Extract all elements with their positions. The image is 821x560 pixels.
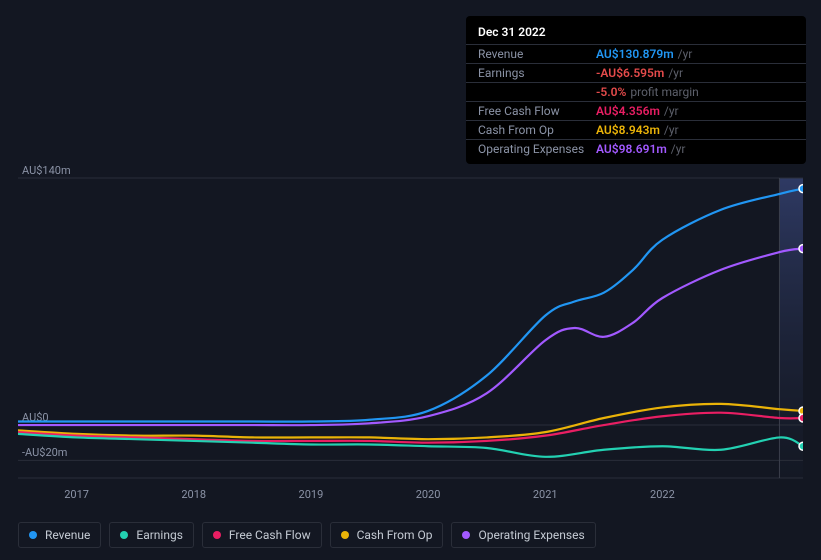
legend-item-revenue[interactable]: Revenue <box>18 522 101 548</box>
tooltip-date: Dec 31 2022 <box>466 22 806 44</box>
tooltip-label: Free Cash Flow <box>478 104 596 118</box>
tooltip-value: -5.0% <box>596 85 626 99</box>
tooltip-label <box>478 85 596 99</box>
tooltip-label: Operating Expenses <box>478 142 596 156</box>
x-tick-label: 2020 <box>416 488 441 501</box>
tooltip-unit: profit margin <box>630 85 698 99</box>
chart-area <box>18 160 803 480</box>
tooltip-value: -AU$6.595m <box>596 66 664 80</box>
x-tick-label: 2019 <box>299 488 324 501</box>
legend-label: Cash From Op <box>357 528 433 542</box>
tooltip-value: AU$4.356m <box>596 104 660 118</box>
tooltip-row: Free Cash FlowAU$4.356m/yr <box>466 101 806 120</box>
tooltip-unit: /yr <box>664 123 679 137</box>
x-tick-label: 2017 <box>64 488 89 501</box>
tooltip-unit: /yr <box>678 47 693 61</box>
legend-label: Free Cash Flow <box>229 528 311 542</box>
legend-dot-icon <box>213 531 221 539</box>
tooltip-label: Earnings <box>478 66 596 80</box>
tooltip-unit: /yr <box>671 142 686 156</box>
tooltip-value: AU$130.879m <box>596 47 674 61</box>
tooltip-unit: /yr <box>668 66 683 80</box>
tooltip-row: Earnings-AU$6.595m/yr <box>466 63 806 82</box>
chart-legend: Revenue Earnings Free Cash Flow Cash From O… <box>18 522 596 548</box>
legend-dot-icon <box>462 531 470 539</box>
tooltip-row: RevenueAU$130.879m/yr <box>466 44 806 63</box>
tooltip-label: Revenue <box>478 47 596 61</box>
legend-dot-icon <box>29 531 37 539</box>
series-revenue <box>18 189 803 422</box>
legend-item-operating-expenses[interactable]: Operating Expenses <box>451 522 595 548</box>
legend-item-earnings[interactable]: Earnings <box>109 522 194 548</box>
legend-item-free-cash-flow[interactable]: Free Cash Flow <box>202 522 322 548</box>
x-tick-label: 2018 <box>181 488 206 501</box>
tooltip-row: -5.0% profit margin <box>466 82 806 101</box>
legend-label: Revenue <box>45 528 90 542</box>
chart-tooltip: Dec 31 2022 RevenueAU$130.879m/yrEarning… <box>466 16 806 164</box>
series-operating-expenses <box>18 249 803 426</box>
line-chart <box>18 160 803 480</box>
legend-label: Operating Expenses <box>478 528 584 542</box>
tooltip-row: Cash From OpAU$8.943m/yr <box>466 120 806 139</box>
tooltip-row: Operating ExpensesAU$98.691m/yr <box>466 139 806 158</box>
x-tick-label: 2022 <box>650 488 675 501</box>
tooltip-label: Cash From Op <box>478 123 596 137</box>
tooltip-value: AU$8.943m <box>596 123 660 137</box>
legend-dot-icon <box>341 531 349 539</box>
tooltip-value: AU$98.691m <box>596 142 667 156</box>
legend-dot-icon <box>120 531 128 539</box>
tooltip-unit: /yr <box>664 104 679 118</box>
legend-item-cash-from-op[interactable]: Cash From Op <box>330 522 444 548</box>
legend-label: Earnings <box>136 528 183 542</box>
x-tick-label: 2021 <box>533 488 558 501</box>
